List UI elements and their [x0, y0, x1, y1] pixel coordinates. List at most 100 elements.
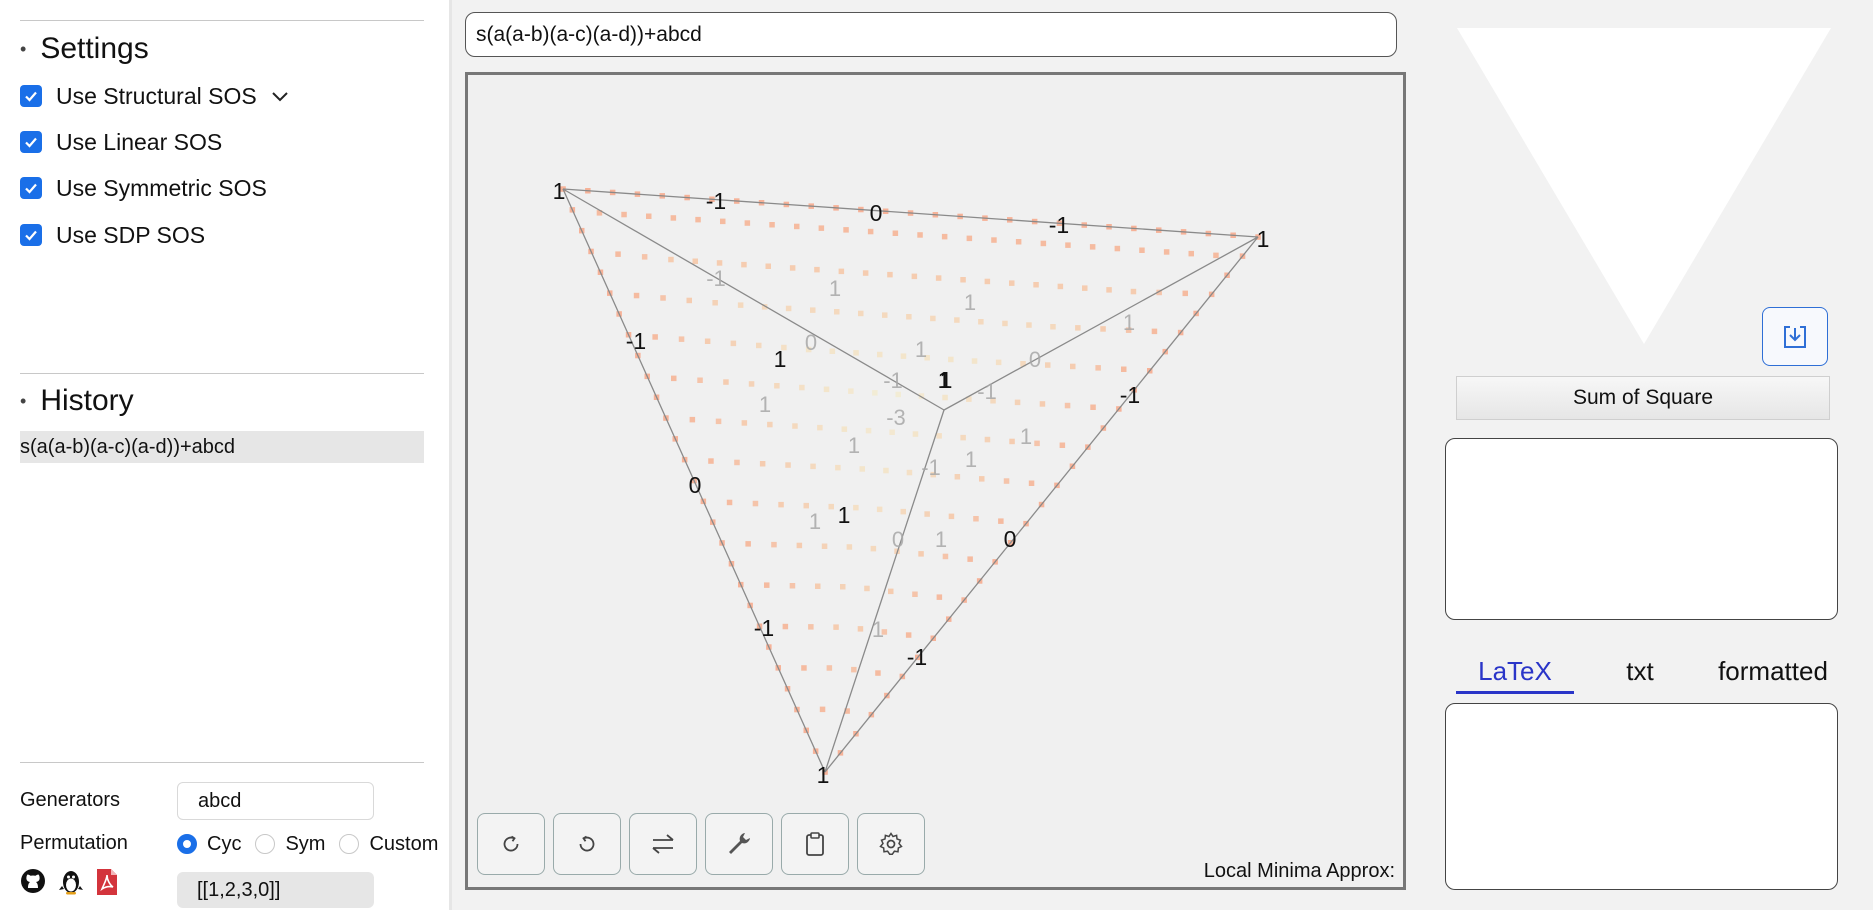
heatmap-dot — [1082, 285, 1088, 291]
formatted-output-box[interactable] — [1445, 703, 1838, 890]
heatmap-dot — [1020, 361, 1026, 367]
edge-label: -1 — [1120, 382, 1140, 408]
heatmap-dot — [954, 474, 961, 480]
download-button[interactable] — [1762, 307, 1828, 366]
heatmap-dot — [781, 344, 787, 351]
divider — [20, 20, 424, 21]
tab-latex[interactable]: LaTeX — [1456, 656, 1574, 694]
heatmap-dot — [1090, 404, 1096, 410]
tools-button[interactable] — [705, 813, 773, 875]
radio-label: Sym — [285, 832, 326, 855]
expression-input[interactable] — [465, 12, 1397, 57]
heatmap-dot — [1121, 366, 1127, 372]
tab-txt[interactable]: txt — [1626, 656, 1654, 686]
heatmap-dot — [720, 218, 726, 225]
heatmap-dot — [686, 297, 692, 304]
history-header[interactable]: • History — [20, 384, 134, 418]
heatmap-dot — [803, 502, 809, 509]
edge-label: -1 — [907, 644, 927, 670]
interior-label: 1 — [774, 346, 787, 372]
heatmap-dot — [819, 706, 826, 713]
heatmap-dot — [889, 429, 895, 435]
qq-penguin-icon[interactable] — [58, 868, 84, 901]
heatmap-dot — [1045, 362, 1051, 368]
heatmap-dot — [1139, 247, 1145, 253]
faded-label: 1 — [829, 276, 841, 301]
radio-button-selected[interactable] — [177, 834, 197, 854]
heatmap-dot — [748, 381, 755, 387]
option-linear-sos[interactable]: Use Linear SOS — [20, 127, 222, 157]
generators-label: Generators — [20, 789, 121, 811]
heatmap-dot — [966, 396, 972, 402]
heatmap-dot — [843, 227, 849, 233]
radio-button[interactable] — [255, 834, 276, 854]
heatmap-dot — [716, 260, 723, 266]
heatmap-dot — [1114, 245, 1121, 252]
heatmap-dot — [877, 351, 883, 358]
option-sdp-sos[interactable]: Use SDP SOS — [20, 220, 205, 250]
heatmap-dot — [1064, 402, 1071, 409]
heatmap-dot — [670, 215, 677, 221]
faded-label: 1 — [965, 447, 977, 472]
radio-label: Custom — [369, 832, 439, 855]
rotate-cw-button[interactable] — [477, 813, 545, 875]
heatmap-dot — [1050, 324, 1056, 330]
checkbox-structural-sos[interactable] — [20, 85, 42, 107]
checkbox-symmetric-sos[interactable] — [20, 177, 42, 199]
heatmap-dot — [671, 375, 677, 382]
heatmap-dot — [883, 467, 889, 474]
radio-button[interactable] — [339, 834, 360, 854]
heatmap-dot — [851, 666, 857, 673]
heatmap-dot — [841, 426, 848, 432]
pdf-icon[interactable] — [96, 868, 118, 901]
heatmap-dot — [1151, 328, 1158, 335]
heatmap-dot — [828, 503, 834, 510]
faded-label: 0 — [805, 330, 817, 355]
heatmap-dot — [741, 420, 748, 426]
heatmap-dot — [799, 384, 805, 391]
radio-sym[interactable]: Sym — [255, 833, 325, 856]
heatmap-dot — [942, 553, 949, 560]
heatmap-dot — [998, 518, 1004, 524]
settings-button[interactable] — [857, 813, 925, 875]
heatmap-dot — [815, 583, 821, 589]
settings-header[interactable]: • Settings — [20, 32, 149, 66]
github-icon[interactable] — [20, 868, 46, 901]
polynomial-canvas[interactable]: 1 1 1 1 -1 0 -1 -1 0 -1 -1 0 -1 1 1 1 -1… — [465, 72, 1406, 890]
heatmap-dot — [905, 632, 912, 638]
checkbox-sdp-sos[interactable] — [20, 224, 42, 246]
radio-label: Cyc — [207, 832, 242, 855]
checkbox-linear-sos[interactable] — [20, 131, 42, 153]
edge-label: -1 — [626, 328, 646, 354]
heatmap-dot — [778, 501, 784, 508]
heatmap-dot — [822, 769, 828, 775]
heatmap-dot — [810, 463, 816, 470]
option-symmetric-sos[interactable]: Use Symmetric SOS — [20, 173, 267, 203]
tab-formatted[interactable]: formatted — [1718, 656, 1828, 686]
heatmap-dot — [918, 393, 925, 399]
faded-label: 1 — [872, 617, 884, 642]
heatmap-dot — [1213, 252, 1219, 259]
faded-label: 0 — [892, 527, 904, 552]
permutation-value: [[1,2,3,0]] — [177, 872, 374, 908]
sum-of-square-button[interactable]: Sum of Square — [1456, 376, 1830, 420]
heatmap-dot — [1026, 322, 1032, 328]
heatmap-dots — [560, 186, 1261, 775]
chevron-down-icon[interactable] — [271, 90, 289, 102]
generators-input[interactable] — [177, 782, 374, 820]
heatmap-dot — [912, 431, 919, 437]
radio-cyc[interactable]: Cyc — [177, 833, 241, 856]
swap-button[interactable] — [629, 813, 697, 875]
heatmap-dot — [941, 233, 948, 240]
heatmap-dot — [960, 277, 966, 283]
result-output-box[interactable] — [1445, 438, 1838, 620]
option-structural-sos[interactable]: Use Structural SOS — [20, 81, 289, 111]
edge-label: 0 — [689, 472, 702, 498]
clipboard-button[interactable] — [781, 813, 849, 875]
radio-custom[interactable]: Custom — [339, 833, 438, 856]
vertex-label: 1 — [940, 367, 953, 393]
history-item[interactable]: s(a(a-b)(a-c)(a-d))+abcd — [20, 431, 424, 463]
heatmap-dot — [1100, 326, 1106, 332]
rotate-ccw-button[interactable] — [553, 813, 621, 875]
heatmap-dot — [859, 466, 865, 472]
